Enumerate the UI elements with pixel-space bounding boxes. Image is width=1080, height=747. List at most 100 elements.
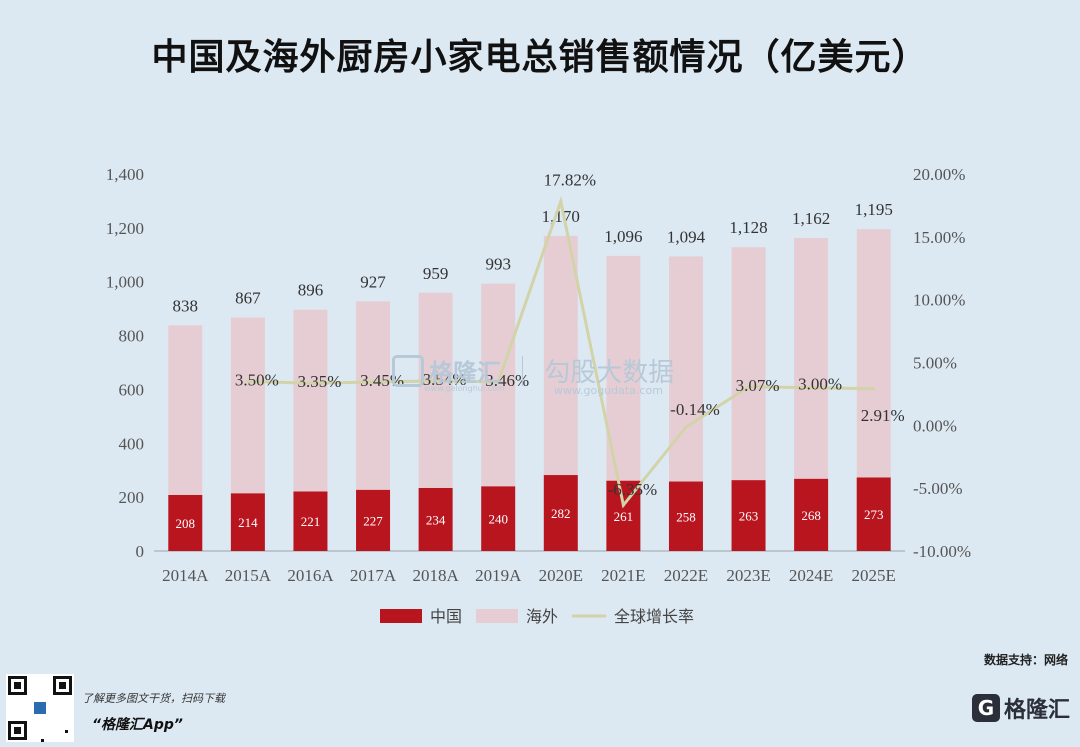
bar-china (168, 494, 203, 551)
total-value-label: 959 (423, 264, 449, 283)
growth-value-label: -6.35% (608, 480, 658, 499)
total-value-label: 927 (360, 272, 386, 291)
bar-china (481, 486, 516, 551)
x-tick-label: 2020E (539, 566, 583, 585)
bar-china (230, 493, 265, 551)
source-note: 数据支持：网络 (983, 653, 1068, 667)
china-value-label: 227 (363, 513, 383, 528)
bar-china (418, 487, 453, 551)
y-tick-label: 800 (119, 327, 145, 346)
y2-tick-label: -10.00% (913, 542, 971, 561)
y2-tick-label: 0.00% (913, 416, 957, 435)
growth-value-label: 3.35% (297, 372, 341, 391)
china-value-label: 263 (739, 509, 759, 524)
china-value-label: 282 (551, 506, 571, 521)
growth-point (496, 380, 500, 384)
x-tick-label: 2014A (162, 566, 209, 585)
total-value-label: 1,094 (667, 227, 706, 246)
axes: 0 200 400 600 800 1,000 1,200 1,400 -10.00% -5.00… (106, 165, 971, 585)
y-tick-label: 1,200 (106, 219, 144, 238)
x-tick-label: 2022E (664, 566, 708, 585)
chart-title: 中国及海外厨房小家电总销售额情况（亿美元） (151, 37, 929, 78)
growth-value-label: -0.14% (670, 400, 720, 419)
x-tick-label: 2019A (475, 566, 522, 585)
legend-label-overseas: 海外 (526, 607, 558, 626)
x-tick-label: 2024E (789, 566, 833, 585)
total-value-label: 896 (298, 281, 324, 300)
total-value-label: 838 (173, 296, 199, 315)
watermark-divider (522, 355, 524, 386)
bar-china (668, 481, 703, 551)
chart: 0 200 400 600 800 1,000 1,200 1,400 -10.00% -5.00… (106, 165, 971, 626)
china-value-label: 240 (488, 512, 508, 527)
total-value-label: 993 (485, 255, 511, 274)
x-tick-label: 2016A (287, 566, 334, 585)
bar-labels: 208 838 214 867 221 896 227 927 234 959 240 993 282 1… (173, 200, 893, 531)
y2-tick-label: 20.00% (913, 165, 965, 184)
bar-china (293, 491, 328, 551)
china-value-label: 273 (864, 507, 884, 522)
legend-label-china: 中国 (430, 607, 462, 626)
total-value-label: 1,162 (792, 209, 830, 228)
y-tick-label: 400 (119, 434, 145, 453)
x-tick-label: 2025E (852, 566, 896, 585)
growth-point (684, 425, 688, 429)
y-tick-label: 600 (119, 380, 145, 399)
growth-value-label: 17.82% (544, 170, 596, 189)
legend-label-growth: 全球增长率 (614, 607, 694, 626)
bar-overseas (543, 235, 578, 476)
china-value-label: 234 (426, 512, 446, 527)
watermark-brand: 格隆汇 (429, 359, 502, 387)
total-value-label: 1,170 (542, 207, 580, 226)
x-tick-label: 2018A (412, 566, 459, 585)
growth-value-label: 2.91% (861, 406, 905, 425)
bar-overseas (356, 301, 391, 490)
y-tick-label: 1,400 (106, 165, 144, 184)
legend-swatch-overseas (476, 609, 518, 623)
growth-point (809, 386, 813, 390)
growth-point (308, 381, 312, 385)
watermark-logo-icon (392, 354, 424, 387)
logo-g-icon: G (972, 694, 1000, 722)
bar-china (543, 475, 578, 551)
qr-code-icon[interactable] (6, 674, 74, 742)
y2-tick-label: 15.00% (913, 228, 965, 247)
y2-tick-label: 10.00% (913, 291, 965, 310)
x-tick-label: 2021E (601, 566, 645, 585)
bar-overseas (418, 292, 453, 488)
china-value-label: 208 (176, 516, 196, 531)
promo-text: 了解更多图文干货，扫码下载 (82, 692, 225, 705)
total-value-label: 1,096 (604, 227, 642, 246)
growth-value-label: 3.46% (485, 371, 529, 390)
y2-tick-label: 5.00% (913, 354, 957, 373)
y2-tick-label: -5.00% (913, 479, 963, 498)
growth-value-label: 3.50% (235, 370, 279, 389)
legend-swatch-china (380, 609, 422, 623)
watermark-product-url: www.gogudata.com (554, 384, 663, 397)
bar-overseas (731, 247, 766, 481)
growth-point (872, 387, 876, 391)
bar-overseas (668, 256, 703, 482)
growth-value-label: 3.07% (736, 376, 780, 395)
y-tick-label: 1,000 (106, 273, 144, 292)
total-value-label: 1,195 (855, 200, 893, 219)
bar-china (731, 480, 766, 551)
y-tick-label: 0 (136, 542, 145, 561)
bars (168, 229, 891, 551)
growth-line: 3.50% 3.35% 3.45% 3.54% 3.46%17.82%-6.35%-0.… (235, 170, 905, 509)
watermark-brand-url: www.gelonghui.com (424, 384, 505, 393)
total-value-label: 1,128 (729, 218, 767, 237)
watermark: 格隆汇 勾股大数据 (392, 352, 674, 389)
china-value-label: 221 (301, 514, 321, 529)
x-tick-label: 2023E (726, 566, 770, 585)
growth-value-label: 3.00% (798, 375, 842, 394)
brand-logo[interactable]: G 格隆汇 (972, 692, 1070, 724)
total-value-label: 867 (235, 289, 261, 308)
bar-overseas (293, 309, 328, 492)
growth-point (246, 379, 250, 383)
bar-china (356, 489, 391, 551)
growth-point (371, 380, 375, 384)
x-tick-label: 2017A (350, 566, 397, 585)
china-value-label: 261 (614, 509, 634, 524)
bar-overseas (230, 317, 265, 494)
